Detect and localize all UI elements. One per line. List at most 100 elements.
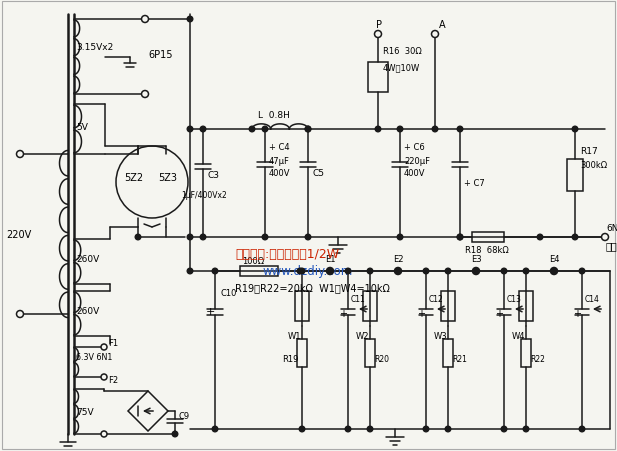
Circle shape [394, 268, 402, 275]
Text: R22: R22 [530, 355, 545, 364]
Text: C9: C9 [178, 412, 189, 421]
Text: E2: E2 [393, 255, 404, 264]
Circle shape [299, 426, 305, 432]
Circle shape [101, 374, 107, 380]
Circle shape [249, 127, 255, 133]
Circle shape [550, 268, 558, 275]
Text: E4: E4 [549, 255, 560, 264]
Circle shape [299, 269, 305, 274]
Circle shape [431, 32, 439, 38]
Circle shape [345, 269, 351, 274]
Text: C12: C12 [429, 295, 444, 304]
Circle shape [367, 269, 373, 274]
Circle shape [579, 426, 585, 432]
Circle shape [187, 235, 193, 240]
Text: 400V: 400V [269, 169, 291, 178]
Circle shape [305, 127, 311, 133]
Circle shape [187, 127, 193, 133]
Text: 3.15Vx2: 3.15Vx2 [76, 43, 114, 52]
Circle shape [523, 426, 529, 432]
Text: + C6: + C6 [404, 143, 424, 152]
Text: + C7: + C7 [464, 178, 485, 187]
Text: W4: W4 [512, 332, 526, 341]
Circle shape [297, 269, 303, 274]
Circle shape [375, 127, 381, 133]
Circle shape [473, 268, 479, 275]
Text: L  0.8H: L 0.8H [258, 110, 290, 119]
Text: C5: C5 [312, 169, 324, 178]
Circle shape [212, 269, 218, 274]
Circle shape [473, 269, 479, 274]
Text: R18  68kΩ: R18 68kΩ [465, 246, 509, 255]
Circle shape [423, 269, 429, 274]
Text: 灯丝: 灯丝 [606, 240, 617, 250]
Circle shape [305, 235, 311, 240]
Bar [441, 291, 455, 321]
Circle shape [423, 426, 429, 432]
Circle shape [397, 127, 403, 133]
Text: C13: C13 [507, 295, 522, 304]
Circle shape [141, 17, 149, 23]
Text: W1: W1 [288, 332, 302, 341]
Text: R21: R21 [452, 355, 467, 364]
Text: 220V: 220V [6, 230, 31, 239]
Text: 6.3V 6N1: 6.3V 6N1 [76, 353, 112, 362]
Text: F1: F1 [108, 339, 118, 348]
Bar [521, 339, 531, 367]
Text: 75V: 75V [76, 408, 94, 417]
Circle shape [262, 127, 268, 133]
Circle shape [445, 269, 451, 274]
Circle shape [212, 426, 218, 432]
Circle shape [262, 235, 268, 240]
Bar [365, 339, 375, 367]
Text: 5Z2: 5Z2 [125, 173, 144, 183]
Text: R17: R17 [580, 147, 598, 156]
Bar [368, 63, 388, 93]
Bar [363, 291, 377, 321]
Circle shape [457, 235, 463, 240]
Circle shape [537, 235, 543, 240]
Text: +: + [573, 308, 581, 318]
Text: 400V: 400V [404, 169, 426, 178]
Circle shape [501, 269, 507, 274]
Text: E1: E1 [325, 255, 336, 264]
Text: R16  30Ω: R16 30Ω [383, 47, 422, 56]
Bar [472, 232, 504, 243]
Text: 300kΩ: 300kΩ [580, 160, 607, 169]
Circle shape [432, 127, 438, 133]
Circle shape [17, 311, 23, 318]
Circle shape [101, 344, 107, 350]
Text: 220μF: 220μF [404, 157, 430, 166]
Circle shape [172, 431, 178, 437]
Circle shape [572, 235, 578, 240]
Text: +: + [495, 308, 503, 318]
Circle shape [395, 269, 401, 274]
Text: +: + [339, 308, 347, 318]
Text: 5V: 5V [76, 122, 88, 131]
Text: W2: W2 [356, 332, 370, 341]
Text: C14: C14 [585, 295, 600, 304]
Circle shape [141, 91, 149, 98]
Text: P: P [376, 20, 382, 30]
Bar [519, 291, 533, 321]
Text: 4W～10W: 4W～10W [383, 63, 420, 72]
Bar [567, 160, 583, 192]
Bar [240, 267, 278, 276]
Text: E3: E3 [471, 255, 482, 264]
Circle shape [101, 431, 107, 437]
Text: C10: C10 [220, 289, 236, 298]
Bar [297, 339, 307, 367]
Text: +: + [206, 306, 215, 316]
Circle shape [187, 17, 193, 23]
Text: 6P15: 6P15 [148, 50, 173, 60]
Text: R19～R22=20kΩ  W1～W4=10kΩ: R19～R22=20kΩ W1～W4=10kΩ [235, 282, 390, 292]
Circle shape [375, 32, 381, 38]
Text: A: A [439, 20, 445, 30]
Circle shape [445, 426, 451, 432]
Circle shape [602, 234, 608, 241]
Circle shape [305, 127, 311, 133]
Text: 6N1: 6N1 [606, 224, 617, 233]
Text: 47μF: 47μF [269, 157, 290, 166]
Text: 1μF/400Vx2: 1μF/400Vx2 [181, 190, 227, 199]
Circle shape [200, 235, 206, 240]
